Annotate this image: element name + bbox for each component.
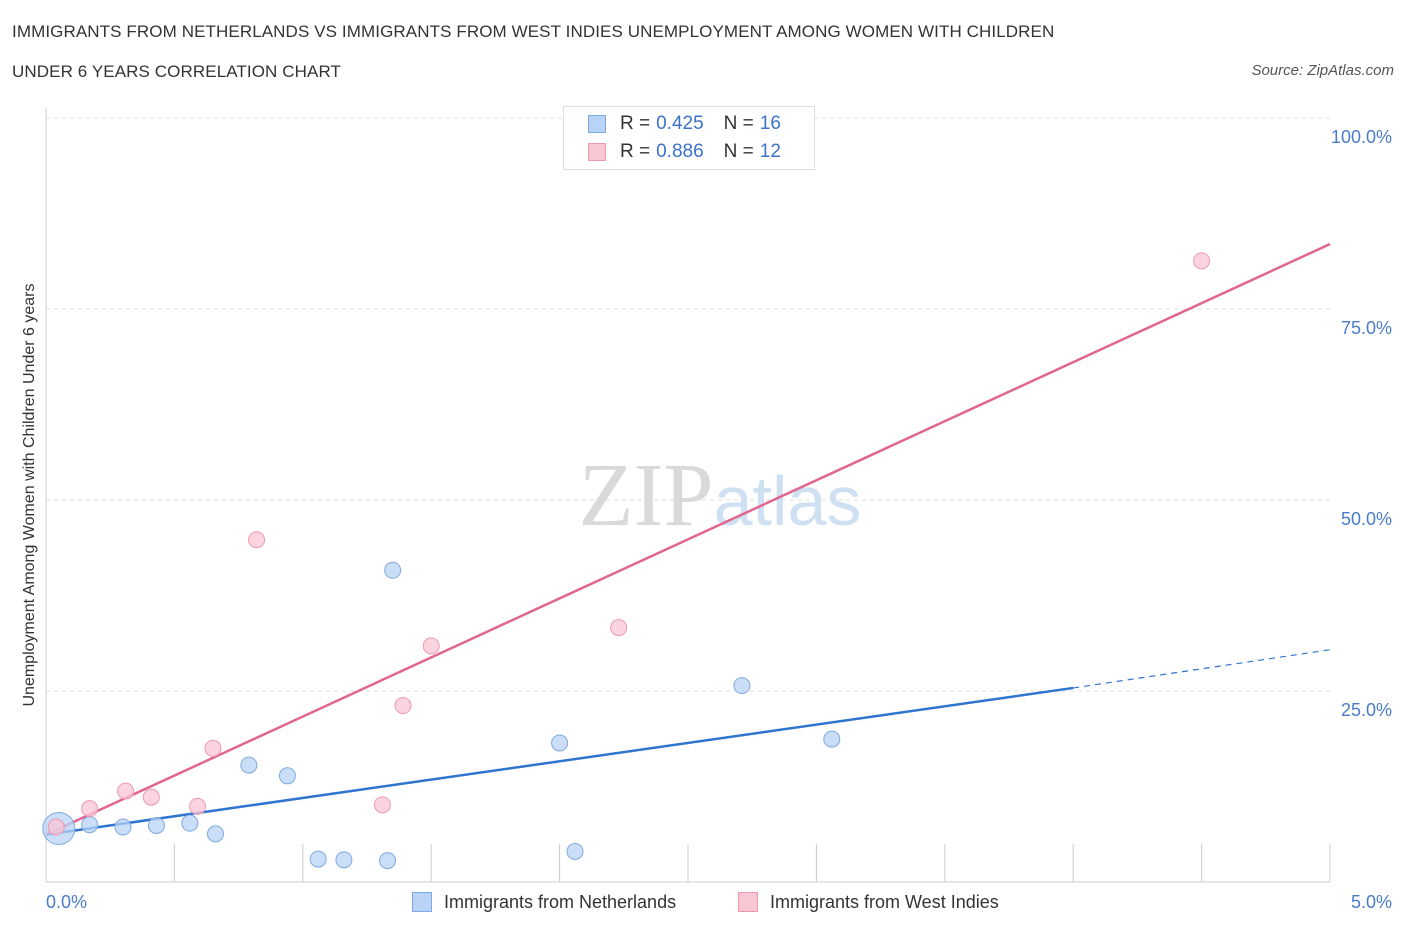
point-west-indies — [248, 531, 266, 549]
point-netherlands — [240, 756, 258, 774]
point-netherlands — [81, 816, 99, 834]
point-netherlands — [384, 561, 402, 579]
chart-title-line2: UNDER 6 YEARS CORRELATION CHART — [12, 62, 341, 81]
point-netherlands — [309, 850, 327, 868]
point-netherlands — [114, 818, 132, 836]
legend-n-label: N = — [723, 141, 754, 162]
legend-r-value: 0.425 — [656, 113, 704, 134]
bottom-legend-swatch-west-indies — [738, 892, 758, 912]
point-west-indies — [142, 788, 160, 806]
y-tick-label: 100.0% — [1331, 127, 1392, 147]
stats-legend: R = 0.425 N = 16 R = 0.886 N = 12 — [563, 106, 815, 170]
watermark: ZIPatlas — [579, 446, 862, 545]
point-netherlands — [147, 816, 165, 834]
legend-n-value: 16 — [759, 113, 781, 134]
legend-n-value: 12 — [759, 141, 781, 162]
point-netherlands — [278, 767, 296, 785]
point-west-indies — [610, 619, 628, 637]
legend-r-label: R = — [620, 141, 651, 162]
trend-line-netherlands — [45, 686, 1074, 836]
point-west-indies — [394, 697, 412, 715]
legend-n-label: N = — [723, 113, 754, 134]
grid-lines — [46, 117, 1330, 692]
point-west-indies — [1193, 252, 1211, 270]
trend-line-netherlands-extension — [1073, 649, 1331, 689]
legend-swatch-west-indies — [588, 143, 606, 161]
bottom-legend-swatch-netherlands — [412, 892, 432, 912]
legend-r-value: 0.886 — [656, 141, 704, 162]
watermark-atlas: atlas — [714, 462, 862, 540]
point-west-indies — [47, 818, 65, 836]
trend-line-west-indies — [45, 242, 1331, 836]
tick-labels: 25.0% 50.0% 75.0% 100.0% 0.0% 5.0% — [46, 127, 1392, 912]
bottom-legend-netherlands: Immigrants from Netherlands — [412, 890, 676, 914]
point-netherlands — [823, 730, 841, 748]
point-netherlands — [379, 852, 397, 870]
legend-r-label: R = — [620, 113, 651, 134]
y-tick-label: 25.0% — [1341, 700, 1392, 720]
point-west-indies — [422, 637, 440, 655]
bottom-legend-label-west-indies: Immigrants from West Indies — [770, 891, 999, 912]
point-netherlands — [335, 851, 353, 869]
point-west-indies — [204, 739, 222, 757]
watermark-zip: ZIP — [579, 446, 714, 545]
bottom-legend-label-netherlands: Immigrants from Netherlands — [444, 891, 677, 912]
bottom-legend-west-indies: Immigrants from West Indies — [738, 890, 999, 914]
legend-row-west-indies: R = 0.886 N = 12 — [588, 140, 781, 164]
x-tick-label: 0.0% — [46, 892, 87, 912]
point-west-indies — [189, 797, 207, 815]
point-west-indies — [373, 796, 391, 814]
point-west-indies — [81, 800, 99, 818]
y-tick-label: 75.0% — [1341, 318, 1392, 338]
point-netherlands — [551, 734, 569, 752]
source-label: Source: ZipAtlas.com — [1251, 62, 1394, 79]
chart-title-line1: IMMIGRANTS FROM NETHERLANDS VS IMMIGRANT… — [12, 22, 1055, 41]
trend-lines — [45, 242, 1331, 836]
point-netherlands — [206, 825, 224, 843]
point-netherlands — [181, 814, 199, 832]
y-tick-label: 50.0% — [1341, 509, 1392, 529]
x-tick-label: 5.0% — [1351, 892, 1392, 912]
legend-swatch-netherlands — [588, 115, 606, 133]
point-netherlands — [733, 677, 751, 695]
legend-row-netherlands: R = 0.425 N = 16 — [588, 112, 781, 136]
point-netherlands — [566, 842, 584, 860]
data-points — [42, 252, 1211, 870]
axes — [45, 108, 1331, 883]
point-west-indies — [117, 782, 135, 800]
